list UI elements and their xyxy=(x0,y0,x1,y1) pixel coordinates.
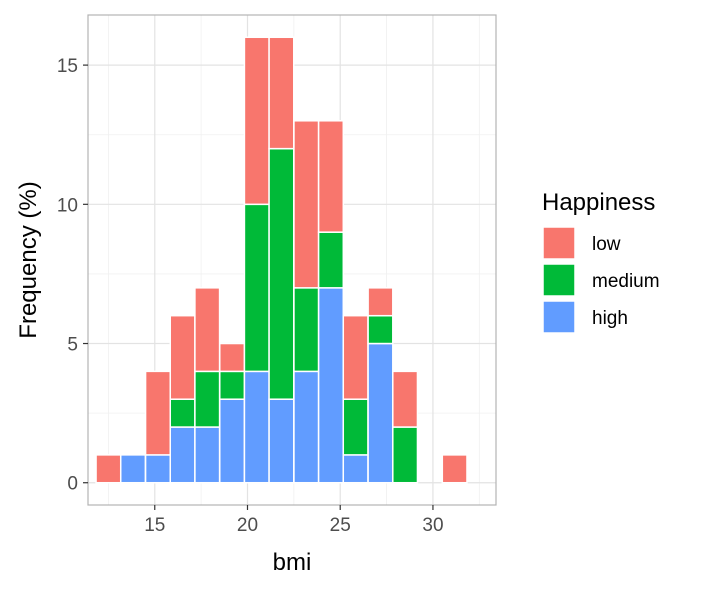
bar-high xyxy=(243,370,270,484)
legend-label-medium: medium xyxy=(592,271,660,292)
y-tick-label: 15 xyxy=(57,56,78,77)
bar-high xyxy=(119,454,147,484)
bar-low xyxy=(317,120,345,233)
legend-key-low xyxy=(542,226,576,260)
bar-medium xyxy=(342,398,369,456)
bar-low xyxy=(268,36,295,150)
legend: Happiness low medium high xyxy=(542,189,660,334)
bar-high xyxy=(367,342,394,484)
legend-label-high: high xyxy=(592,308,628,329)
bar-low xyxy=(194,287,221,373)
bar-low xyxy=(169,314,196,400)
bar-high xyxy=(293,370,320,484)
bar-medium xyxy=(293,287,320,373)
bar-low xyxy=(95,454,122,484)
bar-medium xyxy=(169,398,196,428)
bars xyxy=(95,36,468,484)
bar-high xyxy=(342,454,369,484)
legend-label-low: low xyxy=(592,234,621,255)
bar-low xyxy=(144,370,171,456)
bar-high xyxy=(169,426,196,484)
y-tick-label: 10 xyxy=(57,195,78,216)
bar-low xyxy=(293,120,320,289)
bar-low xyxy=(441,454,468,484)
bar-medium xyxy=(219,370,246,400)
plot-panel-border xyxy=(87,14,497,506)
x-tick-label: 20 xyxy=(237,515,258,536)
bar-medium xyxy=(367,314,394,345)
axes: 15 20 25 30 0 5 10 15 xyxy=(57,56,444,536)
bar-low xyxy=(219,342,246,373)
legend-title: Happiness xyxy=(542,189,655,216)
bar-medium xyxy=(194,370,221,428)
x-tick-label: 30 xyxy=(422,515,443,536)
bar-high xyxy=(144,454,171,484)
x-tick-label: 15 xyxy=(144,515,165,536)
bar-medium xyxy=(392,426,419,484)
x-tick-label: 25 xyxy=(330,515,351,536)
bar-medium xyxy=(317,231,345,289)
bar-high xyxy=(317,287,345,484)
bar-medium xyxy=(243,203,270,373)
y-tick-label: 0 xyxy=(67,474,78,495)
legend-key-high xyxy=(542,300,576,334)
bar-medium xyxy=(268,147,295,400)
legend-key-medium xyxy=(542,263,576,297)
y-axis-title: Frequency (%) xyxy=(15,181,42,338)
bar-low xyxy=(243,36,270,206)
bar-low xyxy=(342,314,369,400)
bar-high xyxy=(219,398,246,484)
x-axis-title: bmi xyxy=(273,549,312,576)
y-tick-label: 5 xyxy=(67,335,78,356)
bar-high xyxy=(268,398,295,484)
bar-high xyxy=(194,426,221,484)
bar-low xyxy=(392,370,419,428)
bar-low xyxy=(367,287,394,317)
